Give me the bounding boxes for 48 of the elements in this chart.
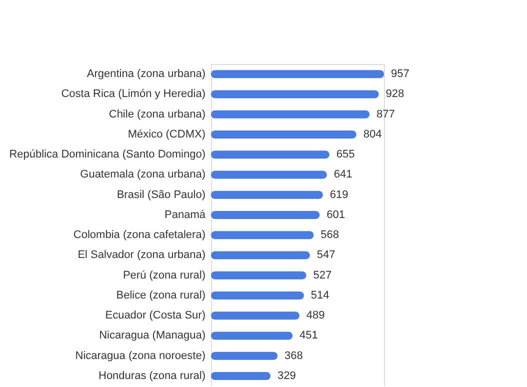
data-label: 451 [300,330,318,342]
y-tick-label: República Dominicana (Santo Domingo) [9,148,206,161]
data-label: 514 [310,289,330,302]
y-tick-label: Nicaragua (zona noroeste) [75,350,206,362]
y-tick-label: Argentina (zona urbana) [86,68,206,80]
y-tick-label: Guatemala (zona urbana) [80,168,206,181]
data-label: 804 [363,128,382,140]
y-tick-label: Perú (zona rural) [122,269,206,282]
bar [211,70,384,78]
data-label: 641 [334,168,352,181]
data-label: 619 [330,188,348,201]
y-tick-label: Honduras (zona rural) [98,370,206,382]
bar [211,352,278,360]
data-label: 527 [313,269,332,282]
y-tick-label: Chile (zona urbana) [108,108,206,120]
bar [211,190,323,199]
bar [211,251,310,260]
data-label: 368 [284,350,303,362]
data-label: 957 [391,68,410,80]
bar [211,372,270,380]
bar [211,332,293,340]
bar [211,150,330,159]
data-label: 547 [316,249,336,262]
data-label: 489 [306,310,325,322]
bar [211,90,379,98]
y-tick-label: Costa Rica (Limón y Heredia) [61,88,206,100]
data-label: 877 [376,108,395,120]
y-tick-label: Belice (zona rural) [116,289,206,302]
y-tick-label: El Salvador (zona urbana) [78,249,206,262]
y-tick-label: Brasil (São Paulo) [116,188,206,201]
data-label: 601 [326,208,346,221]
bar [211,210,320,219]
data-label: 655 [336,148,355,161]
y-tick-label: Ecuador (Costa Sur) [105,310,206,322]
y-tick-label: México (CDMX) [128,128,206,140]
y-tick-label: Colombia (zona cafetalera) [73,229,206,242]
bar [211,130,356,138]
bar [211,110,370,118]
bar [211,312,300,320]
bar [211,291,304,300]
data-label: 568 [320,229,340,242]
data-label: 329 [277,370,296,382]
y-tick-label: Nicaragua (Managua) [99,330,206,342]
y-tick-label: Panamá [164,208,206,221]
bar [211,271,306,280]
bar [211,170,327,179]
bar [211,231,314,240]
data-label: 928 [386,88,404,100]
